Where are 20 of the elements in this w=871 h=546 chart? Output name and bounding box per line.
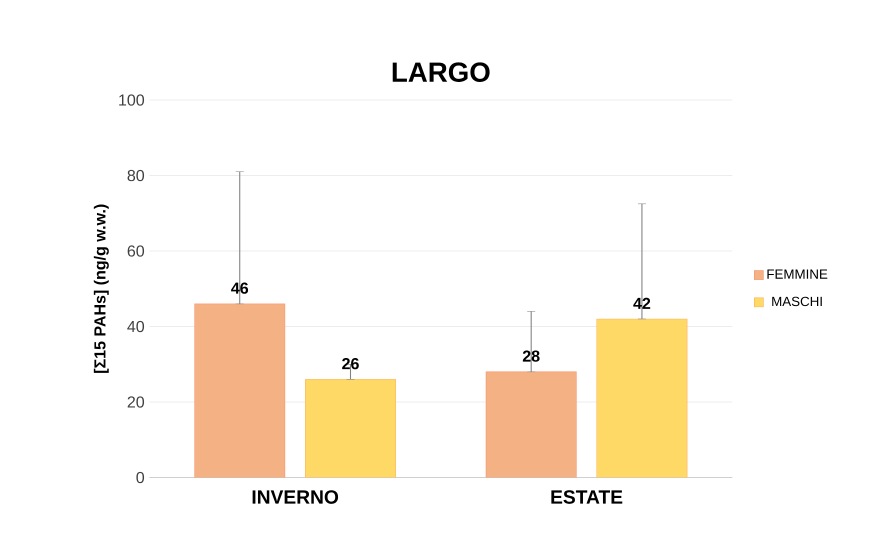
- bar: [486, 372, 577, 478]
- data-label: 46: [231, 282, 248, 294]
- y-tick-label: 100: [119, 94, 144, 106]
- x-tick-label: ESTATE: [551, 490, 622, 504]
- y-axis-title: [Σ15 PAHs] (ng/g w.w.): [94, 204, 109, 374]
- bar: [305, 379, 396, 478]
- legend-label: FEMMINE: [767, 270, 828, 279]
- x-tick-label: INVERNO: [252, 490, 338, 504]
- y-tick-label: 80: [128, 170, 144, 182]
- y-tick-label: 60: [128, 246, 144, 257]
- legend-label: MASCHI: [772, 296, 822, 306]
- chart-title: LARGO: [392, 62, 490, 82]
- bar: [194, 304, 286, 478]
- data-label: 28: [522, 350, 540, 362]
- bar: [596, 318, 688, 478]
- data-label: 26: [342, 358, 359, 370]
- data-label: 42: [633, 298, 650, 310]
- y-tick-label: 0: [136, 472, 144, 484]
- y-tick-label: 40: [127, 321, 144, 332]
- y-tick-label: 20: [128, 396, 144, 408]
